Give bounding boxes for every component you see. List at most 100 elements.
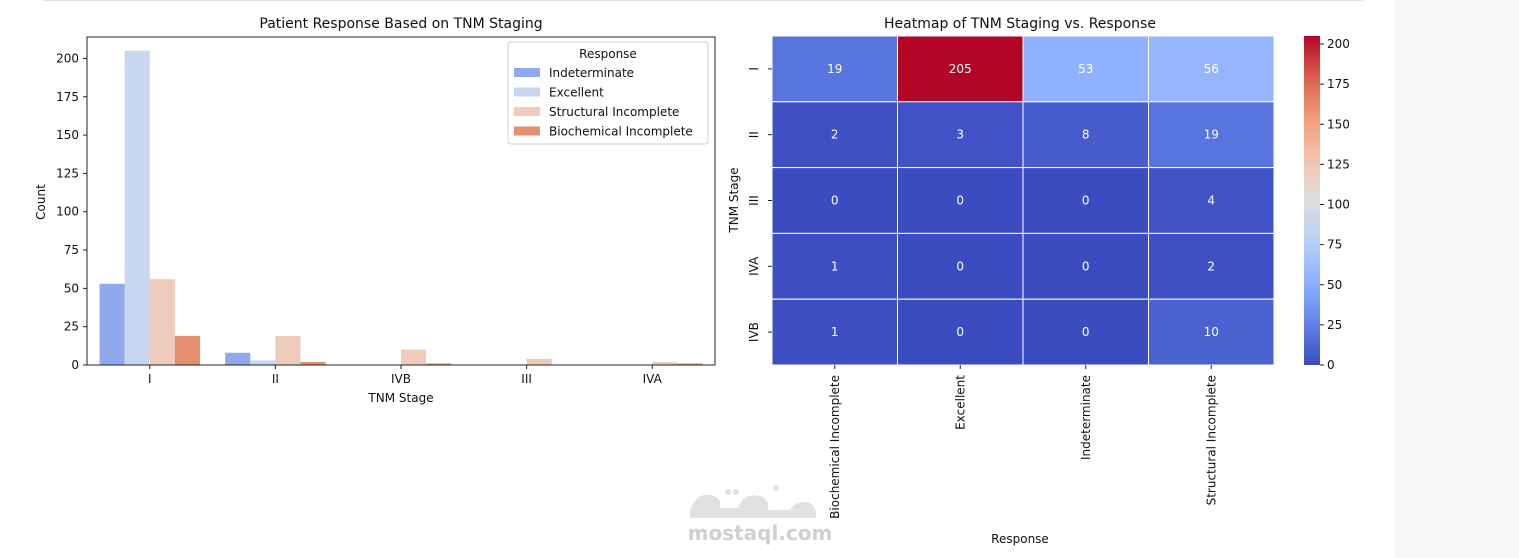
heatmap-x-tick-label: Structural Incomplete — [1204, 375, 1218, 505]
y-tick-label: 200 — [56, 51, 79, 65]
colorbar-tick-label: 200 — [1327, 37, 1350, 51]
heatmap-cell-value: 0 — [1082, 194, 1090, 208]
bar — [124, 50, 150, 365]
legend-swatch — [514, 126, 540, 136]
heatmap-cell — [1148, 167, 1275, 234]
colorbar-tick-label: 150 — [1327, 117, 1350, 131]
y-tick-label: 0 — [71, 358, 79, 372]
heatmap-cell — [1022, 101, 1149, 169]
colorbar-tick-label: 125 — [1327, 157, 1350, 171]
heatmap-y-tick-label: II — [747, 131, 761, 138]
heatmap-colorbar: 0 25 50 75 100 125 150 175 200 — [1304, 36, 1350, 372]
heatmap-y-tick-label: III — [747, 195, 761, 206]
heatmap-cell — [1022, 35, 1149, 103]
legend-label: Excellent — [549, 86, 604, 100]
heatmap-cell-value: 19 — [1204, 128, 1219, 142]
legend-swatch — [514, 107, 540, 116]
legend-swatch — [514, 87, 540, 97]
heatmap-cell — [1022, 167, 1149, 234]
heatmap-cell-value: 19 — [827, 62, 842, 76]
heatmap-cell — [897, 298, 1024, 366]
colorbar-tick-label: 0 — [1327, 358, 1335, 372]
heatmap-cell — [897, 101, 1024, 169]
bar-x-axis-label: TNM Stage — [367, 391, 433, 405]
legend-label: Structural Incomplete — [549, 105, 679, 119]
watermark-text: mostaql.com — [688, 521, 833, 545]
heatmap-cell-value: 10 — [1204, 325, 1219, 339]
heatmap-cell-value: 0 — [831, 194, 839, 208]
right-panel-background — [1395, 0, 1519, 558]
heatmap-cell — [1148, 101, 1275, 169]
heatmap-cell — [771, 167, 898, 234]
heatmap-chart: Heatmap of TNM Staging vs. Response 19 20… — [727, 16, 1350, 546]
heatmap-cell-value: 0 — [956, 259, 964, 273]
heatmap-x-axis-label: Response — [991, 532, 1049, 546]
heatmap-y-tick-label: IVA — [747, 256, 761, 276]
bar-chart-title: Patient Response Based on TNM Staging — [259, 16, 542, 32]
y-tick-label: 50 — [64, 281, 79, 295]
heatmap-cell — [771, 101, 898, 169]
bar — [174, 335, 201, 365]
heatmap-x-tick-label: Excellent — [953, 375, 967, 430]
heatmap-x-tick-label: Indeterminate — [1079, 375, 1093, 460]
bar-y-axis-label: Count — [34, 184, 48, 220]
bar — [401, 349, 427, 365]
colorbar-tick-label: 50 — [1327, 278, 1342, 292]
heatmap-cell-value: 3 — [956, 128, 964, 142]
heatmap-cell-value: 1 — [831, 325, 839, 339]
heatmap-cell — [897, 167, 1024, 234]
heatmap-cell-value: 205 — [949, 62, 972, 76]
colorbar-tick-label: 100 — [1327, 198, 1350, 212]
legend-swatch — [514, 68, 540, 77]
heatmap-cell-value: 0 — [1082, 259, 1090, 273]
heatmap-y-tick-label: IVB — [747, 322, 761, 342]
bar — [300, 361, 326, 365]
y-tick-label: 125 — [56, 166, 79, 180]
heatmap-cell — [771, 232, 898, 300]
heatmap-cell-value: 1 — [831, 259, 839, 273]
heatmap-cell-value: 2 — [1207, 259, 1215, 273]
y-tick-label: 175 — [56, 90, 79, 104]
heatmap-cell — [771, 35, 898, 103]
colorbar-gradient — [1304, 36, 1320, 365]
heatmap-cell-value: 0 — [956, 325, 964, 339]
heatmap-cells: 19 205 53 562 3 8 190 0 0 41 0 0 21 0 0 10 — [771, 35, 1275, 366]
bar-legend: Response Indeterminate Excellent Structural… — [507, 41, 709, 145]
legend-label: Indeterminate — [549, 66, 634, 80]
heatmap-cell-value: 8 — [1082, 128, 1090, 142]
legend-box — [507, 41, 709, 145]
heatmap-cell — [1148, 232, 1275, 300]
bar-chart: Patient Response Based on TNM Staging 0 2… — [34, 16, 716, 405]
y-tick-label: 100 — [56, 205, 79, 219]
heatmap-y-tick-label: I — [747, 67, 761, 71]
heatmap-cell-value: 53 — [1078, 62, 1093, 76]
heatmap-cell — [1148, 35, 1275, 103]
legend-label: Biochemical Incomplete — [549, 125, 693, 139]
bar — [677, 363, 703, 365]
colorbar-tick-label: 75 — [1327, 238, 1342, 252]
y-tick-label: 25 — [64, 320, 79, 334]
mostaql-watermark: mostaql.com — [688, 485, 833, 545]
heatmap-cell-value: 0 — [956, 194, 964, 208]
x-tick-label: I — [148, 372, 152, 386]
x-tick-label: II — [272, 372, 279, 386]
legend-title: Response — [579, 47, 637, 61]
bar — [526, 358, 552, 365]
bar — [99, 283, 125, 365]
colorbar-tick-label: 175 — [1327, 77, 1350, 91]
bar — [149, 279, 175, 365]
heatmap-cell-value: 4 — [1207, 194, 1215, 208]
x-tick-label: III — [521, 372, 532, 386]
y-tick-label: 75 — [64, 243, 79, 257]
heatmap-cell-value: 56 — [1204, 62, 1219, 76]
top-divider — [43, 0, 1363, 1]
bar — [426, 363, 452, 365]
bar — [250, 360, 276, 365]
heatmap-cell-value: 0 — [1082, 325, 1090, 339]
heatmap-cell — [1022, 232, 1149, 300]
heatmap-y-axis-label: TNM Stage — [727, 167, 741, 233]
bar — [275, 335, 301, 365]
heatmap-cell — [1022, 298, 1149, 366]
heatmap-title: Heatmap of TNM Staging vs. Response — [884, 16, 1156, 32]
